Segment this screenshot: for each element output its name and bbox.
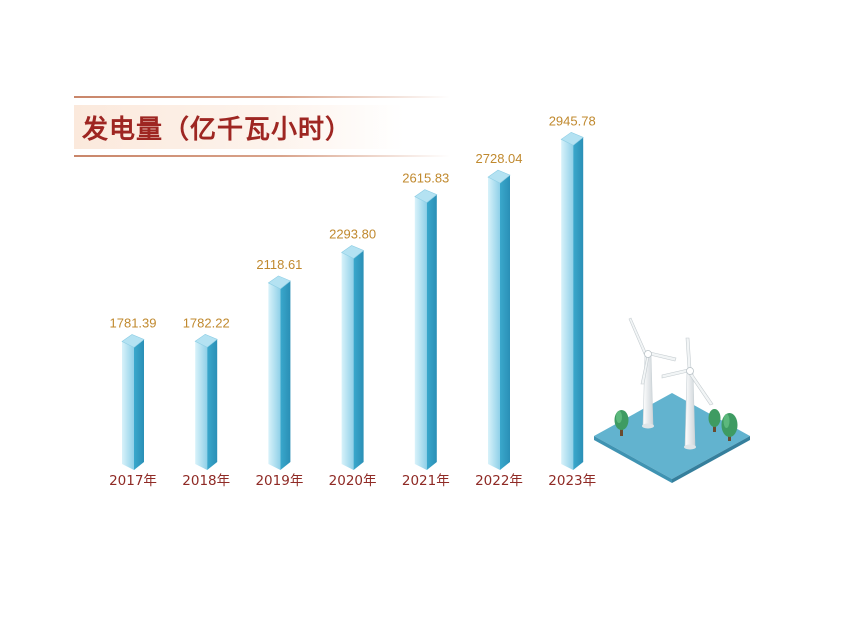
platform-right-edge [672, 436, 750, 483]
title-top-rule [74, 96, 450, 98]
tree-icon [614, 410, 629, 436]
x-tick-label: 2019年 [255, 473, 303, 489]
bar-top-cap [121, 334, 145, 348]
bar-top-cap [560, 131, 584, 146]
bar [414, 189, 438, 470]
data-label: 1781.39 [110, 315, 157, 330]
bar-front-face [561, 139, 574, 470]
bar-top-cap [341, 245, 365, 259]
platform-left-edge [594, 436, 672, 483]
bar-side-face [353, 250, 364, 470]
bar-front-face [122, 341, 134, 470]
bar [267, 275, 291, 470]
bar [341, 245, 365, 470]
wind-turbine-icon [661, 337, 714, 450]
data-label: 1782.22 [183, 315, 230, 330]
data-label: 2615.83 [402, 171, 449, 186]
tree-icon [708, 409, 721, 432]
bar-side-face [207, 339, 218, 470]
bar [121, 334, 145, 470]
bar-side-face [426, 194, 437, 470]
wind-turbine-icon [628, 317, 677, 429]
bar-front-face [341, 252, 354, 470]
data-label: 2118.61 [256, 257, 302, 272]
x-tick-label: 2022年 [475, 473, 523, 489]
bar-side-face [500, 175, 510, 471]
x-tick-label: 2018年 [182, 473, 230, 489]
bar-top-cap [267, 275, 291, 290]
bar-side-face [134, 339, 144, 470]
bar-top-cap [487, 169, 511, 184]
bar-top-cap [414, 189, 438, 203]
x-tick-label: 2023年 [548, 473, 596, 489]
bar [560, 131, 584, 470]
bar-front-face [488, 177, 500, 471]
bar-side-face [280, 280, 291, 470]
x-tick-label: 2017年 [109, 473, 157, 489]
bar-top-cap [194, 333, 218, 348]
data-label: 2728.04 [476, 151, 523, 166]
bar-front-face [268, 282, 281, 470]
bar [194, 333, 218, 470]
title-bottom-rule [74, 155, 450, 157]
wind-farm-illustration [594, 317, 750, 483]
data-label: 2945.78 [549, 113, 596, 128]
bar-front-face [195, 341, 208, 470]
x-tick-label: 2020年 [329, 473, 377, 489]
bar-front-face [414, 196, 427, 470]
chart-title: 发电量（亿千瓦小时） [82, 115, 353, 145]
x-tick-label: 2021年 [402, 473, 450, 489]
bar-side-face [573, 137, 584, 470]
chart-title-band: 发电量（亿千瓦小时） [74, 96, 450, 158]
tree-icon [721, 413, 738, 441]
title-background [74, 105, 404, 149]
bar [487, 169, 511, 471]
bar-series: 1781.39 2017年 1782.22 2018年 2118.61 2019年 2293… [109, 113, 596, 489]
data-label: 2293.80 [329, 226, 376, 241]
